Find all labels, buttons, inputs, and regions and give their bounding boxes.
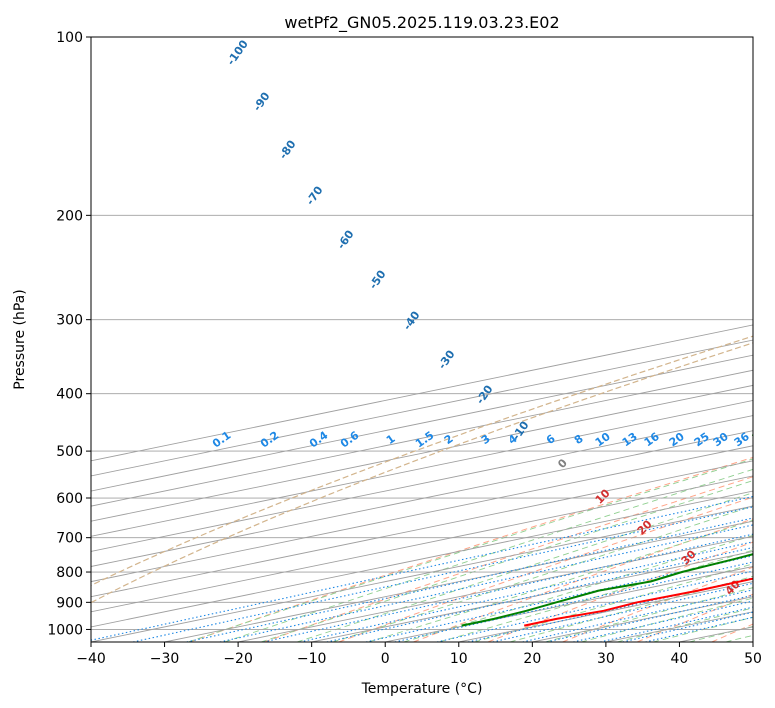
- y-tick-label: 800: [56, 565, 83, 581]
- dry-adiabat-label: -60: [335, 228, 357, 252]
- x-tick-label: −30: [150, 651, 180, 667]
- reference-arc-line: [91, 335, 753, 587]
- y-axis-title: Pressure (hPa): [12, 289, 28, 389]
- isotherm-line: [91, 430, 753, 567]
- moist-adiabat-line: [187, 458, 753, 642]
- axes: −40 −30 −20 −10 0 10 20 30 40 5010020030040050060…: [47, 30, 762, 667]
- moist-adiabat-line: [438, 549, 753, 642]
- mixing-ratio-line: [645, 616, 753, 642]
- isotherm-line: [311, 550, 753, 642]
- moist-adiabat-line: [509, 575, 753, 642]
- dry-adiabat-label: -20: [474, 383, 496, 407]
- dry-adiabat-label: -30: [436, 348, 458, 372]
- isotherm-line: [91, 415, 753, 552]
- mixing-ratio-line: [299, 541, 753, 642]
- y-tick-label: 900: [56, 595, 83, 611]
- x-tick-label: −40: [76, 651, 106, 667]
- y-tick-label: 400: [56, 387, 83, 403]
- mixing-ratio-line: [622, 611, 753, 642]
- dry-adiabat-label: -100: [224, 37, 251, 67]
- y-tick-label: 1000: [47, 622, 83, 638]
- moist-adiabat-line: [368, 519, 753, 642]
- x-tick-label: −10: [297, 651, 327, 667]
- x-tick-label: 30: [597, 651, 615, 667]
- mixing-ratio-line: [522, 589, 753, 642]
- isotherm-line: [532, 596, 753, 642]
- dry-adiabat-line: [338, 496, 753, 642]
- grid-lines: [91, 37, 753, 642]
- mixing-ratio-label: 1.5: [413, 429, 436, 451]
- moist-adiabat-line: [260, 480, 753, 642]
- moist-adiabat-line: [652, 616, 753, 642]
- plot-frame: [90, 36, 754, 643]
- x-tick-label: 40: [671, 651, 689, 667]
- reference-arc-line: [91, 342, 753, 604]
- moist-adiabat-line: [580, 597, 753, 642]
- isotherm-line: [238, 535, 753, 642]
- isotherm-line: [91, 324, 753, 462]
- moist-adiabat-label: 20: [635, 517, 655, 537]
- y-tick-label: 100: [56, 30, 83, 46]
- temperature-line: [523, 577, 753, 627]
- mixing-ratio-label: 0.6: [338, 428, 362, 450]
- mixing-ratio-label: 16: [642, 430, 662, 450]
- isotherm-line: [164, 520, 753, 642]
- isotherm-line: [385, 566, 753, 642]
- mixing-ratio-line: [263, 533, 753, 642]
- isotherm-line: [91, 445, 753, 583]
- mixing-ratio-label: 1: [384, 432, 398, 447]
- moist-adiabat-line: [224, 468, 753, 642]
- line-labels: -100-90-80-70-60-50-40-30-20-100.1 0.2 0.4…: [210, 37, 752, 597]
- mixing-ratio-line: [91, 495, 753, 641]
- dry-adiabat-label: -70: [304, 184, 326, 208]
- mixing-ratio-label: 0.4: [307, 428, 331, 450]
- x-tick-label: 50: [744, 651, 762, 667]
- mixing-ratio-label: 25: [692, 430, 712, 449]
- isotherm-line: [91, 475, 753, 613]
- y-tick-label: 300: [56, 313, 83, 329]
- dry-adiabat-label: -50: [367, 268, 389, 292]
- moist-adiabat-label: 30: [679, 547, 699, 567]
- profile-lines: [461, 434, 753, 627]
- mixing-ratio-line: [326, 546, 753, 642]
- moist-adiabat-line: [332, 505, 753, 642]
- mixing-ratio-label: 0.2: [258, 429, 281, 451]
- isotherm-line: [91, 460, 753, 598]
- y-tick-label: 600: [56, 491, 83, 507]
- dry-adiabat-line: [264, 476, 753, 642]
- x-tick-label: 20: [523, 651, 541, 667]
- isotherm-line: [91, 490, 753, 628]
- mixing-ratio-label: 13: [620, 430, 640, 449]
- y-tick-label: 700: [56, 531, 83, 547]
- x-tick-label: 10: [450, 651, 468, 667]
- y-tick-label: 500: [56, 444, 83, 460]
- dry-adiabat-label: -80: [277, 138, 299, 162]
- moist-adiabat-line: [474, 563, 753, 642]
- isotherm-line: [458, 581, 753, 642]
- mixing-ratio-label: 6: [544, 432, 558, 447]
- moist-adiabat-label: 40: [723, 577, 743, 597]
- chart-title: wetPf2_GN05.2025.119.03.23.E02: [284, 13, 559, 33]
- y-tick-label: 200: [56, 208, 83, 224]
- mixing-ratio-line: [365, 555, 753, 642]
- mixing-ratio-line: [186, 517, 753, 642]
- mixing-ratio-line: [219, 524, 753, 642]
- x-tick-label: 0: [381, 651, 390, 667]
- x-axis-title: Temperature (°C): [361, 681, 483, 697]
- dry-adiabat-label: -90: [251, 90, 273, 114]
- x-tick-label: −20: [223, 651, 253, 667]
- dry-adiabat-line: [189, 456, 753, 642]
- mixing-ratio-label: 30: [711, 430, 731, 450]
- isotherm-line: [91, 505, 753, 642]
- moist-adiabat-line: [616, 607, 753, 642]
- mixing-ratio-label: 2: [442, 432, 456, 447]
- isotherm-line: [752, 641, 753, 642]
- mixing-ratio-label: 8: [572, 432, 586, 447]
- dry-adiabat-label: -40: [401, 309, 423, 333]
- dewpoint-line: [461, 434, 753, 627]
